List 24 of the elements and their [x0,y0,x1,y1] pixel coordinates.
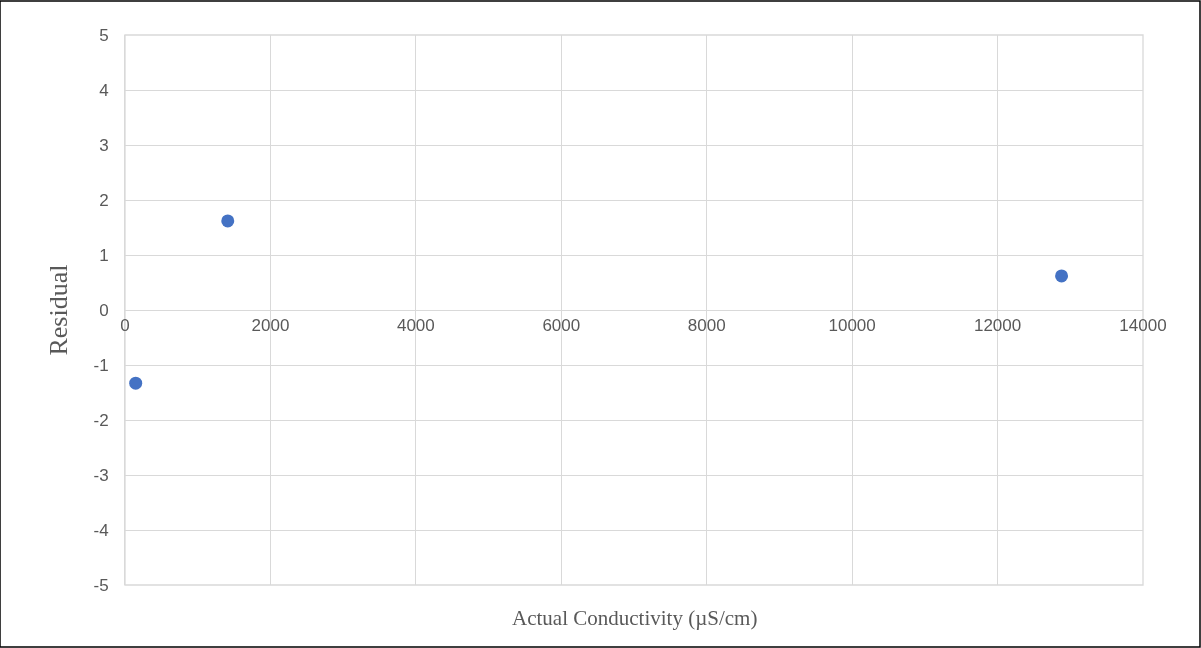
point [221,214,235,228]
y-tick-label: -1 [93,355,109,375]
x-tick-label: 6000 [542,316,581,336]
y-axis-title: Residual [43,264,73,356]
y-tick-label: -5 [93,575,109,595]
x-tick-label: 14000 [1119,316,1167,336]
y-tick-label: 5 [99,25,109,45]
y-tick-label: 4 [99,80,109,100]
y-tick-label: -4 [93,520,109,540]
x-tick-label: 12000 [973,316,1022,336]
y-tick-label: 0 [99,300,109,320]
x-tick-label: 2000 [251,316,290,336]
y-tick-label: -2 [93,410,109,430]
y-tick-label: -3 [93,465,109,485]
y-tick-label: 1 [99,245,109,265]
y-tick-label: 3 [99,135,109,155]
point [129,376,143,390]
x-tick-label: 8000 [687,316,726,336]
x-axis-title: Actual Conductivity (µS/cm) [512,606,758,630]
x-tick-label: 10000 [828,316,876,336]
x-tick-label: 0 [120,316,130,336]
point [1055,269,1069,283]
y-tick-label: 2 [99,190,109,210]
x-tick-label: 4000 [396,316,435,336]
